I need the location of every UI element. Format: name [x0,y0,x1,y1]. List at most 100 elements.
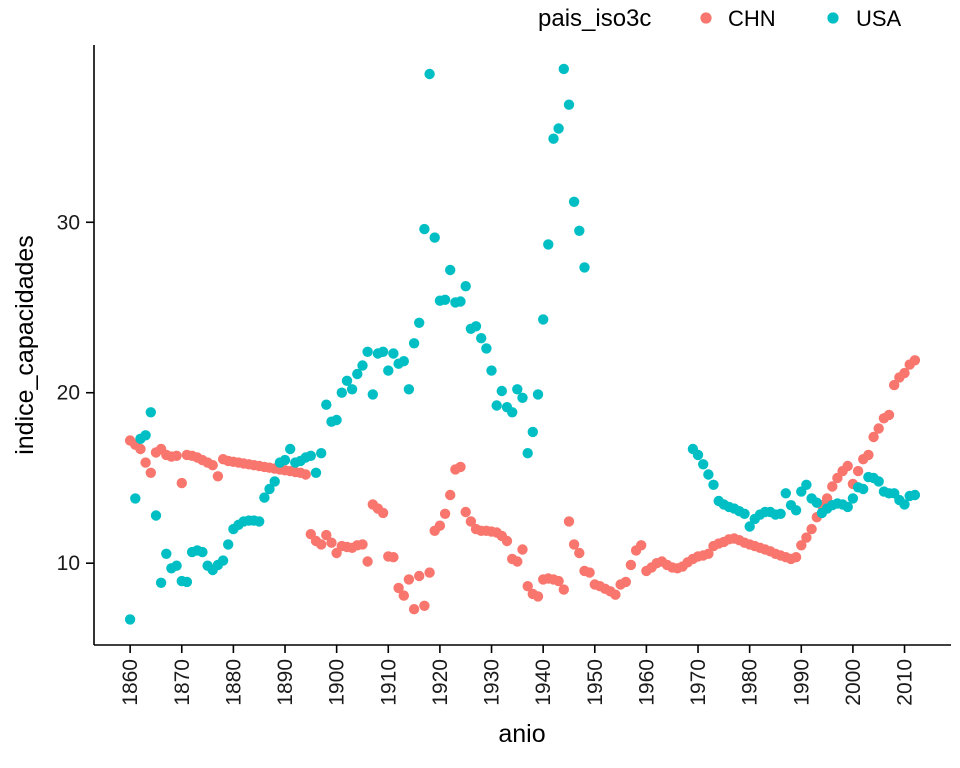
data-point-USA [507,407,518,418]
data-point-CHN [883,409,895,421]
data-point-USA [336,387,347,398]
x-axis-title: anio [498,720,545,748]
data-point-USA [496,385,507,397]
data-point-USA [305,450,316,461]
data-point-USA [279,454,291,466]
data-point-USA [909,489,921,501]
x-tick-label: 1870 [171,659,194,706]
data-point-CHN [207,460,218,471]
y-tick-label: 10 [57,552,80,575]
data-point-USA [408,338,420,349]
data-point-CHN [558,584,569,595]
x-tick-label: 1950 [584,659,607,706]
y-axis-ticks: 10 20 30 [57,211,94,575]
x-tick-label: 2000 [842,659,865,706]
data-point-USA [548,133,559,144]
data-point-CHN [434,520,446,531]
data-point-USA [362,346,373,357]
legend-label-chn: CHN [728,6,776,31]
data-point-CHN [852,465,864,477]
legend-title: pais_iso3c [538,5,651,32]
data-point-CHN [873,423,884,434]
data-point-USA [445,264,456,276]
data-point-CHN [377,507,389,519]
data-point-USA [269,476,280,487]
data-point-CHN [568,539,580,550]
data-point-CHN [842,460,853,472]
data-point-USA [532,389,544,400]
y-tick-label: 20 [57,382,80,405]
data-point-USA [429,232,440,243]
data-point-USA [124,614,136,625]
data-point-USA [197,546,208,558]
data-point-CHN [868,431,879,443]
data-point-USA [512,384,523,395]
y-axis-title: indice_capacidades [11,235,39,455]
data-point-USA [842,501,853,513]
data-point-CHN [501,535,513,547]
data-point-USA [811,497,822,508]
data-point-USA [568,196,580,207]
legend-label-usa: USA [856,6,902,31]
x-tick-label: 1860 [119,659,142,706]
data-point-CHN [512,556,523,567]
data-point-USA [150,510,162,521]
data-point-CHN [563,516,575,527]
data-point-USA [527,426,538,438]
data-point-CHN [393,582,404,594]
data-point-CHN [806,523,817,535]
data-point-USA [377,346,389,357]
data-point-CHN [171,450,182,461]
data-point-CHN [212,471,224,482]
x-tick-label: 1920 [429,659,452,706]
data-point-CHN [465,516,477,527]
legend-swatch-usa-icon [827,12,839,24]
data-point-CHN [584,567,595,578]
data-point-USA [398,356,409,367]
data-point-USA [470,321,482,332]
data-point-USA [181,576,193,588]
data-point-CHN [321,529,332,541]
data-point-USA [481,343,492,354]
x-tick-label: 1890 [274,659,297,706]
data-point-USA [558,63,569,75]
data-point-USA [367,389,378,400]
data-point-USA [264,483,275,495]
data-point-CHN [625,559,637,571]
data-point-USA [460,281,471,292]
data-points [124,63,921,625]
data-point-USA [543,239,554,250]
data-point-CHN [517,544,528,555]
data-point-USA [739,508,750,519]
data-point-CHN [703,548,714,559]
data-point-USA [538,314,549,325]
data-point-USA [223,539,234,550]
data-point-USA [439,294,451,305]
data-point-CHN [424,567,435,578]
data-point-USA [858,483,869,495]
data-point-CHN [455,461,466,473]
data-point-USA [346,384,358,395]
data-point-USA [414,317,425,328]
data-point-USA [455,296,466,307]
data-point-CHN [316,539,327,550]
x-tick-label: 1980 [739,659,762,706]
x-tick-label: 1970 [687,659,710,706]
data-point-USA [744,521,755,532]
data-point-CHN [326,537,337,548]
data-point-CHN [899,367,910,379]
data-point-USA [310,467,322,478]
data-point-USA [254,516,265,527]
data-point-USA [388,348,399,359]
x-tick-label: 1900 [326,659,349,706]
data-point-CHN [790,552,802,563]
data-point-USA [703,469,714,480]
data-point-USA [424,68,435,80]
data-point-USA [780,488,791,499]
data-point-CHN [796,540,807,551]
x-axis-ticks: 1860 1870 1880 1890 1900 1910 1920 1930 1940 1950… [119,645,917,706]
data-point-USA [899,499,910,510]
data-point-USA [790,505,802,516]
